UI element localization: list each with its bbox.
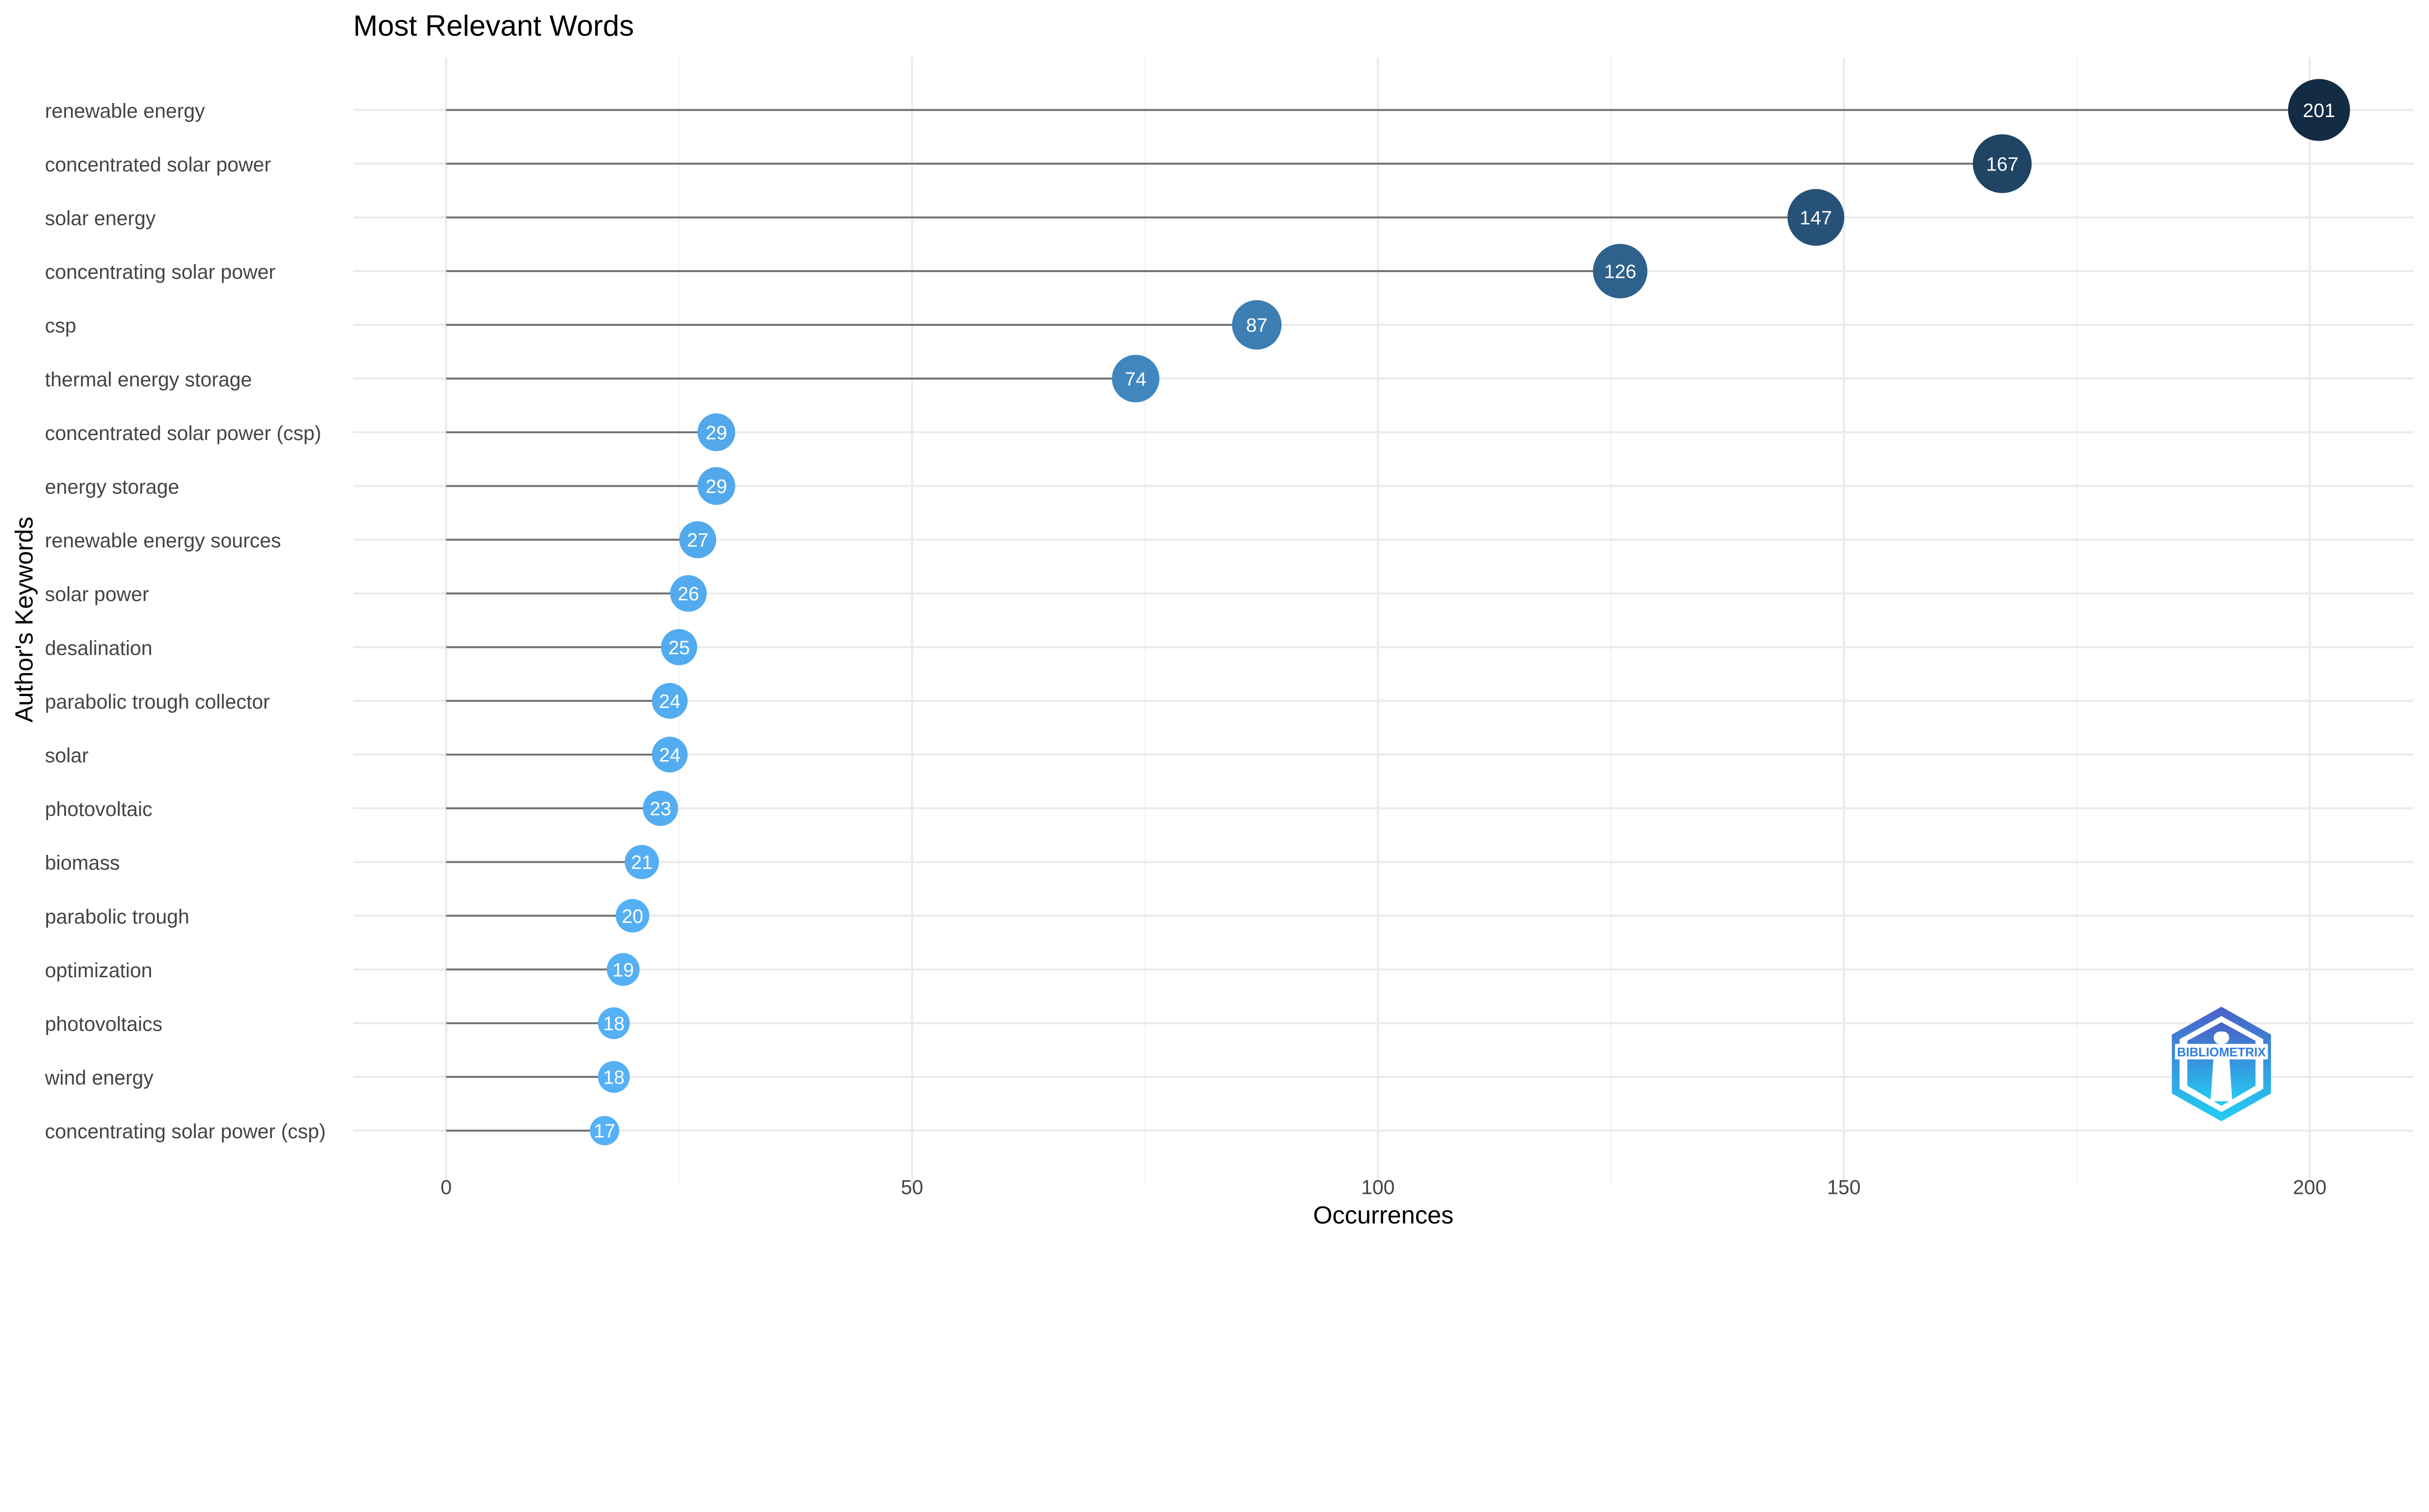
y-tick-label: concentrating solar power — [45, 260, 275, 283]
y-tick-labels: renewable energy concentrated solar power… — [44, 99, 325, 1142]
x-tick-labels: 0 50 100 150 200 — [441, 1176, 2326, 1199]
y-tick-label: concentrated solar power — [45, 153, 271, 176]
point — [624, 845, 659, 880]
data-label: 29 — [705, 476, 727, 497]
x-tick-label: 100 — [1361, 1176, 1395, 1199]
data-label: 201 — [2303, 100, 2335, 121]
y-tick-label: energy storage — [45, 476, 179, 498]
point — [1232, 300, 1282, 350]
data-label: 20 — [622, 906, 643, 927]
point — [697, 467, 736, 505]
point — [598, 1007, 630, 1039]
y-tick-label: desalination — [45, 636, 152, 659]
y-tick-label: concentrating solar power (csp) — [45, 1120, 325, 1143]
stems — [446, 109, 2319, 1132]
point — [1972, 134, 2032, 193]
y-tick-label: renewable energy sources — [45, 529, 281, 552]
bibliometrix-logo: BIBLIOMETRIX — [2172, 1006, 2271, 1121]
y-tick-label: solar energy — [45, 207, 155, 230]
logo-text: BIBLIOMETRIX — [2177, 1046, 2266, 1059]
y-tick-label: photovoltaics — [45, 1013, 162, 1036]
data-label: 147 — [1800, 207, 1832, 229]
points: 201 167 147 126 87 74 29 29 27 26 25 24 24 23 21 20 19 18… — [590, 79, 2350, 1146]
point — [598, 1061, 630, 1093]
grid — [353, 57, 2414, 1185]
point — [607, 953, 640, 986]
y-tick-label: parabolic trough — [45, 905, 189, 928]
y-tick-label: optimization — [45, 959, 152, 982]
point — [1112, 355, 1160, 403]
data-label: 27 — [687, 530, 708, 551]
data-label: 126 — [1604, 261, 1636, 283]
point — [651, 683, 688, 719]
point — [616, 899, 650, 933]
point — [2288, 79, 2350, 141]
y-axis-title: Author's Keywords — [10, 517, 38, 723]
data-label: 29 — [705, 422, 727, 443]
data-label: 17 — [594, 1121, 615, 1142]
data-label: 87 — [1246, 315, 1267, 336]
point — [697, 413, 736, 451]
point — [1787, 189, 1845, 246]
y-tick-label: solar — [45, 744, 88, 767]
y-tick-label: solar power — [45, 583, 149, 606]
data-label: 18 — [603, 1013, 624, 1035]
y-tick-label: biomass — [45, 851, 120, 874]
x-tick-label: 0 — [441, 1176, 452, 1199]
data-label: 18 — [603, 1067, 624, 1088]
y-tick-label: photovoltaic — [45, 798, 152, 820]
point — [590, 1116, 619, 1146]
point — [679, 521, 717, 559]
data-label: 24 — [659, 745, 681, 766]
x-tick-label: 150 — [1827, 1176, 1861, 1199]
y-tick-label: concentrated solar power (csp) — [45, 422, 321, 444]
data-label: 25 — [668, 637, 690, 659]
point — [1593, 244, 1648, 299]
point — [661, 629, 698, 665]
data-label: 19 — [613, 959, 634, 981]
data-label: 167 — [1986, 153, 2018, 175]
y-tick-label: renewable energy — [45, 99, 205, 122]
y-tick-label: csp — [45, 314, 76, 337]
data-label: 26 — [678, 583, 699, 605]
data-label: 23 — [650, 798, 671, 820]
data-label: 21 — [631, 852, 652, 873]
point — [651, 736, 688, 773]
data-label: 74 — [1125, 369, 1146, 390]
point — [643, 790, 678, 826]
lollipop-chart: Most Relevant Words 201 167 147 126 87 74 29 29… — [10, 9, 2414, 1229]
y-tick-label: wind energy — [44, 1066, 154, 1089]
chart-title: Most Relevant Words — [353, 9, 634, 42]
data-label: 24 — [659, 691, 681, 712]
x-axis-title: Occurrences — [1313, 1201, 1454, 1229]
y-tick-label: thermal energy storage — [45, 368, 252, 391]
y-tick-label: parabolic trough collector — [45, 690, 270, 713]
point — [670, 575, 707, 612]
x-tick-label: 200 — [2293, 1176, 2326, 1199]
x-tick-label: 50 — [901, 1176, 923, 1199]
